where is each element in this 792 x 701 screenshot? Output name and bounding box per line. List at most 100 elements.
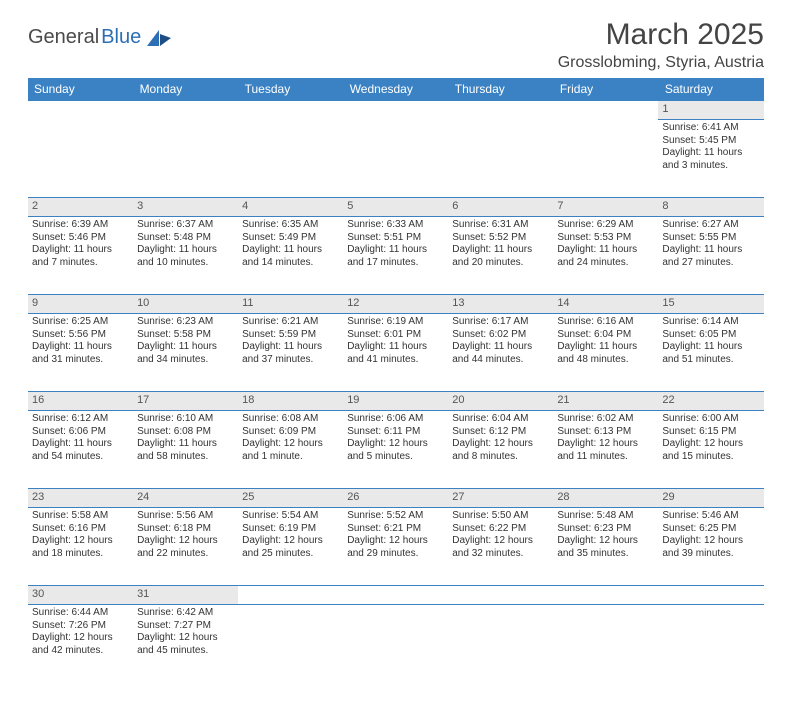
- day-cell-content: Sunrise: 6:12 AMSunset: 6:06 PMDaylight:…: [32, 413, 129, 463]
- daylight-text: Daylight: 12 hours and 29 minutes.: [347, 535, 444, 560]
- daynum-cell: [343, 101, 448, 120]
- day-cell: Sunrise: 5:48 AMSunset: 6:23 PMDaylight:…: [553, 508, 658, 586]
- sunrise-text: Sunrise: 5:46 AM: [662, 510, 759, 523]
- daynum-cell: 1: [658, 101, 763, 120]
- sunset-text: Sunset: 5:59 PM: [242, 329, 339, 342]
- sunset-text: Sunset: 6:08 PM: [137, 426, 234, 439]
- daynum-cell: [658, 586, 763, 605]
- brand-logo: GeneralBlue: [28, 26, 173, 49]
- sunrise-text: Sunrise: 6:29 AM: [557, 219, 654, 232]
- day-cell: Sunrise: 6:19 AMSunset: 6:01 PMDaylight:…: [343, 314, 448, 392]
- daynum-cell: 24: [133, 489, 238, 508]
- daylight-text: Daylight: 11 hours and 17 minutes.: [347, 244, 444, 269]
- content-row: Sunrise: 5:58 AMSunset: 6:16 PMDaylight:…: [28, 508, 764, 586]
- day-cell: Sunrise: 6:12 AMSunset: 6:06 PMDaylight:…: [28, 411, 133, 489]
- sunrise-text: Sunrise: 6:08 AM: [242, 413, 339, 426]
- sunset-text: Sunset: 6:18 PM: [137, 523, 234, 536]
- content-row: Sunrise: 6:44 AMSunset: 7:26 PMDaylight:…: [28, 605, 764, 683]
- day-cell: Sunrise: 6:33 AMSunset: 5:51 PMDaylight:…: [343, 217, 448, 295]
- weekday-header: Friday: [553, 78, 658, 101]
- daynum-row: 2345678: [28, 198, 764, 217]
- daynum-cell: 29: [658, 489, 763, 508]
- sunset-text: Sunset: 6:15 PM: [662, 426, 759, 439]
- header: GeneralBlue March 2025 Grosslobming, Sty…: [28, 18, 764, 72]
- sunset-text: Sunset: 5:48 PM: [137, 232, 234, 245]
- day-cell: [238, 120, 343, 198]
- sunset-text: Sunset: 7:26 PM: [32, 620, 129, 633]
- daynum-cell: [343, 586, 448, 605]
- day-cell-content: Sunrise: 6:10 AMSunset: 6:08 PMDaylight:…: [137, 413, 234, 463]
- day-cell-content: Sunrise: 6:31 AMSunset: 5:52 PMDaylight:…: [452, 219, 549, 269]
- day-cell-content: Sunrise: 5:54 AMSunset: 6:19 PMDaylight:…: [242, 510, 339, 560]
- daynum-cell: 18: [238, 392, 343, 411]
- day-cell: Sunrise: 5:56 AMSunset: 6:18 PMDaylight:…: [133, 508, 238, 586]
- day-cell-content: Sunrise: 6:02 AMSunset: 6:13 PMDaylight:…: [557, 413, 654, 463]
- day-cell: [133, 120, 238, 198]
- sunrise-text: Sunrise: 5:50 AM: [452, 510, 549, 523]
- daynum-row: 9101112131415: [28, 295, 764, 314]
- sunset-text: Sunset: 6:09 PM: [242, 426, 339, 439]
- sunset-text: Sunset: 6:04 PM: [557, 329, 654, 342]
- day-cell-content: Sunrise: 5:46 AMSunset: 6:25 PMDaylight:…: [662, 510, 759, 560]
- sunrise-text: Sunrise: 5:56 AM: [137, 510, 234, 523]
- sunrise-text: Sunrise: 6:21 AM: [242, 316, 339, 329]
- day-cell-content: Sunrise: 6:37 AMSunset: 5:48 PMDaylight:…: [137, 219, 234, 269]
- sunset-text: Sunset: 6:25 PM: [662, 523, 759, 536]
- day-cell: Sunrise: 5:46 AMSunset: 6:25 PMDaylight:…: [658, 508, 763, 586]
- weekday-header: Saturday: [658, 78, 763, 101]
- day-cell-content: Sunrise: 6:35 AMSunset: 5:49 PMDaylight:…: [242, 219, 339, 269]
- day-cell: [553, 120, 658, 198]
- daynum-cell: 28: [553, 489, 658, 508]
- daylight-text: Daylight: 12 hours and 11 minutes.: [557, 438, 654, 463]
- daynum-cell: 7: [553, 198, 658, 217]
- sunset-text: Sunset: 6:02 PM: [452, 329, 549, 342]
- day-cell-content: Sunrise: 6:33 AMSunset: 5:51 PMDaylight:…: [347, 219, 444, 269]
- daynum-cell: 9: [28, 295, 133, 314]
- day-cell-content: Sunrise: 6:29 AMSunset: 5:53 PMDaylight:…: [557, 219, 654, 269]
- daynum-cell: [448, 101, 553, 120]
- day-cell-content: Sunrise: 6:23 AMSunset: 5:58 PMDaylight:…: [137, 316, 234, 366]
- day-cell: Sunrise: 6:25 AMSunset: 5:56 PMDaylight:…: [28, 314, 133, 392]
- sunset-text: Sunset: 6:21 PM: [347, 523, 444, 536]
- day-cell-content: Sunrise: 5:56 AMSunset: 6:18 PMDaylight:…: [137, 510, 234, 560]
- content-row: Sunrise: 6:39 AMSunset: 5:46 PMDaylight:…: [28, 217, 764, 295]
- sunset-text: Sunset: 5:55 PM: [662, 232, 759, 245]
- day-cell: Sunrise: 6:02 AMSunset: 6:13 PMDaylight:…: [553, 411, 658, 489]
- daynum-cell: 11: [238, 295, 343, 314]
- day-cell-content: Sunrise: 6:04 AMSunset: 6:12 PMDaylight:…: [452, 413, 549, 463]
- sunrise-text: Sunrise: 5:52 AM: [347, 510, 444, 523]
- day-cell-content: Sunrise: 5:58 AMSunset: 6:16 PMDaylight:…: [32, 510, 129, 560]
- daylight-text: Daylight: 11 hours and 31 minutes.: [32, 341, 129, 366]
- daynum-cell: 26: [343, 489, 448, 508]
- day-cell: Sunrise: 6:21 AMSunset: 5:59 PMDaylight:…: [238, 314, 343, 392]
- day-cell-content: Sunrise: 6:19 AMSunset: 6:01 PMDaylight:…: [347, 316, 444, 366]
- daynum-cell: 21: [553, 392, 658, 411]
- daynum-cell: [133, 101, 238, 120]
- day-cell: Sunrise: 6:16 AMSunset: 6:04 PMDaylight:…: [553, 314, 658, 392]
- sunrise-text: Sunrise: 6:17 AM: [452, 316, 549, 329]
- day-cell: Sunrise: 6:00 AMSunset: 6:15 PMDaylight:…: [658, 411, 763, 489]
- daylight-text: Daylight: 12 hours and 1 minute.: [242, 438, 339, 463]
- daynum-cell: 30: [28, 586, 133, 605]
- day-cell-content: Sunrise: 6:42 AMSunset: 7:27 PMDaylight:…: [137, 607, 234, 657]
- weekday-header: Monday: [133, 78, 238, 101]
- day-cell: Sunrise: 6:31 AMSunset: 5:52 PMDaylight:…: [448, 217, 553, 295]
- day-cell-content: Sunrise: 6:25 AMSunset: 5:56 PMDaylight:…: [32, 316, 129, 366]
- sunrise-text: Sunrise: 6:16 AM: [557, 316, 654, 329]
- day-cell: Sunrise: 6:04 AMSunset: 6:12 PMDaylight:…: [448, 411, 553, 489]
- location-text: Grosslobming, Styria, Austria: [558, 54, 764, 72]
- brand-name-2: Blue: [101, 26, 141, 49]
- sunset-text: Sunset: 6:12 PM: [452, 426, 549, 439]
- day-cell: Sunrise: 5:58 AMSunset: 6:16 PMDaylight:…: [28, 508, 133, 586]
- daynum-cell: 17: [133, 392, 238, 411]
- daynum-cell: 31: [133, 586, 238, 605]
- sunrise-text: Sunrise: 6:12 AM: [32, 413, 129, 426]
- day-cell: [658, 605, 763, 683]
- day-cell-content: Sunrise: 6:17 AMSunset: 6:02 PMDaylight:…: [452, 316, 549, 366]
- daylight-text: Daylight: 11 hours and 58 minutes.: [137, 438, 234, 463]
- sunset-text: Sunset: 5:53 PM: [557, 232, 654, 245]
- daynum-cell: 15: [658, 295, 763, 314]
- day-cell: [553, 605, 658, 683]
- sunrise-text: Sunrise: 6:02 AM: [557, 413, 654, 426]
- day-cell-content: Sunrise: 6:14 AMSunset: 6:05 PMDaylight:…: [662, 316, 759, 366]
